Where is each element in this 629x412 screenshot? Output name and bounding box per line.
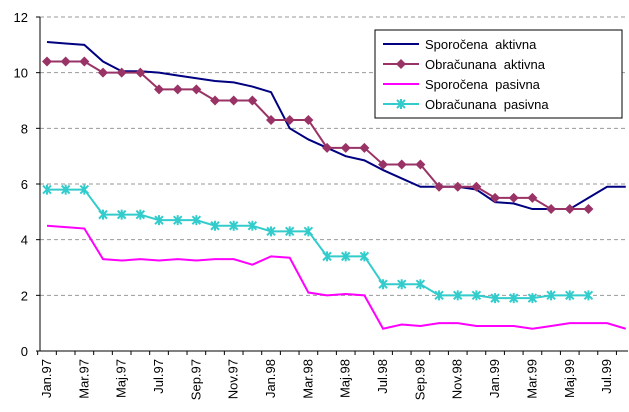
series-line bbox=[47, 188, 589, 300]
marker bbox=[79, 56, 90, 67]
marker bbox=[191, 215, 202, 226]
legend-label: Sporočena pasivna bbox=[425, 77, 541, 92]
marker bbox=[284, 114, 295, 125]
marker bbox=[98, 67, 109, 78]
marker bbox=[98, 209, 108, 220]
marker bbox=[452, 181, 463, 192]
x-tick-label: Nov.97 bbox=[226, 359, 241, 399]
marker bbox=[79, 184, 90, 195]
y-tick-label: 0 bbox=[21, 344, 28, 359]
marker bbox=[228, 220, 239, 231]
legend: Sporočena aktivna Obračunana aktivna Sporo… bbox=[374, 29, 623, 119]
marker bbox=[210, 220, 220, 231]
x-tick-label: Maj.97 bbox=[114, 359, 129, 398]
marker bbox=[396, 99, 406, 109]
x-tick-label: Jul.99 bbox=[599, 359, 614, 394]
y-tick-label: 4 bbox=[21, 233, 28, 248]
marker bbox=[285, 226, 295, 237]
marker bbox=[303, 114, 314, 125]
marker bbox=[135, 209, 146, 220]
x-tick-label: Jan.99 bbox=[487, 359, 502, 398]
marker bbox=[322, 251, 332, 262]
y-tick-label: 6 bbox=[21, 177, 28, 192]
x-tick-label: Jan.97 bbox=[39, 359, 54, 398]
marker bbox=[378, 159, 389, 170]
marker bbox=[471, 181, 482, 192]
marker bbox=[116, 209, 127, 220]
marker bbox=[228, 95, 239, 106]
marker bbox=[434, 181, 445, 192]
marker bbox=[527, 192, 538, 203]
marker bbox=[359, 251, 370, 262]
marker bbox=[490, 293, 500, 304]
marker bbox=[508, 192, 519, 203]
marker bbox=[434, 290, 444, 301]
x-tick-label: Maj.98 bbox=[338, 359, 353, 398]
marker bbox=[564, 204, 575, 215]
marker bbox=[60, 184, 71, 195]
x-tick-label: Jul.98 bbox=[375, 359, 390, 394]
marker bbox=[116, 67, 127, 78]
x-tick-label: Mar.97 bbox=[76, 359, 91, 399]
marker bbox=[565, 290, 575, 301]
marker bbox=[509, 293, 519, 304]
marker bbox=[396, 159, 407, 170]
x-tick-label: Mar.99 bbox=[524, 359, 539, 399]
marker bbox=[135, 67, 146, 78]
marker bbox=[42, 184, 52, 195]
legend-label: Obračunana pasivna bbox=[425, 97, 549, 112]
x-tick-label: Sep.97 bbox=[188, 359, 203, 400]
marker bbox=[42, 56, 52, 67]
marker bbox=[527, 293, 538, 304]
marker bbox=[247, 220, 258, 231]
marker bbox=[359, 142, 370, 153]
marker bbox=[546, 204, 557, 215]
y-tick-label: 2 bbox=[21, 288, 28, 303]
marker bbox=[546, 290, 556, 301]
marker bbox=[154, 215, 164, 226]
y-tick-label: 8 bbox=[21, 121, 28, 136]
marker bbox=[490, 192, 501, 203]
marker bbox=[415, 159, 426, 170]
marker bbox=[172, 215, 183, 226]
x-tick-label: Jul.97 bbox=[151, 359, 166, 394]
series-line bbox=[46, 224, 627, 330]
y-tick-label: 12 bbox=[14, 10, 28, 25]
x-tick-label: Sep.98 bbox=[412, 359, 427, 400]
legend-label: Obračunana aktivna bbox=[425, 57, 546, 72]
marker bbox=[378, 279, 388, 290]
marker bbox=[322, 142, 333, 153]
marker bbox=[210, 95, 221, 106]
marker bbox=[397, 279, 407, 290]
marker bbox=[247, 95, 258, 106]
marker bbox=[172, 84, 183, 95]
marker bbox=[471, 290, 482, 301]
marker bbox=[396, 59, 406, 69]
x-tick-label: Jan.98 bbox=[263, 359, 278, 398]
marker bbox=[583, 204, 594, 215]
legend-label: Sporočena aktivna bbox=[425, 37, 537, 52]
marker bbox=[154, 84, 165, 95]
marker bbox=[341, 251, 351, 262]
marker bbox=[583, 290, 594, 301]
marker bbox=[340, 142, 351, 153]
marker bbox=[303, 226, 314, 237]
x-tick-label: Nov.98 bbox=[450, 359, 465, 399]
marker bbox=[453, 290, 463, 301]
marker bbox=[191, 84, 202, 95]
marker bbox=[60, 56, 71, 67]
x-tick-label: Maj.99 bbox=[562, 359, 577, 398]
x-tick-label: Mar.98 bbox=[300, 359, 315, 399]
marker bbox=[415, 279, 426, 290]
marker bbox=[266, 226, 276, 237]
y-tick-label: 10 bbox=[14, 66, 28, 81]
marker bbox=[266, 114, 277, 125]
